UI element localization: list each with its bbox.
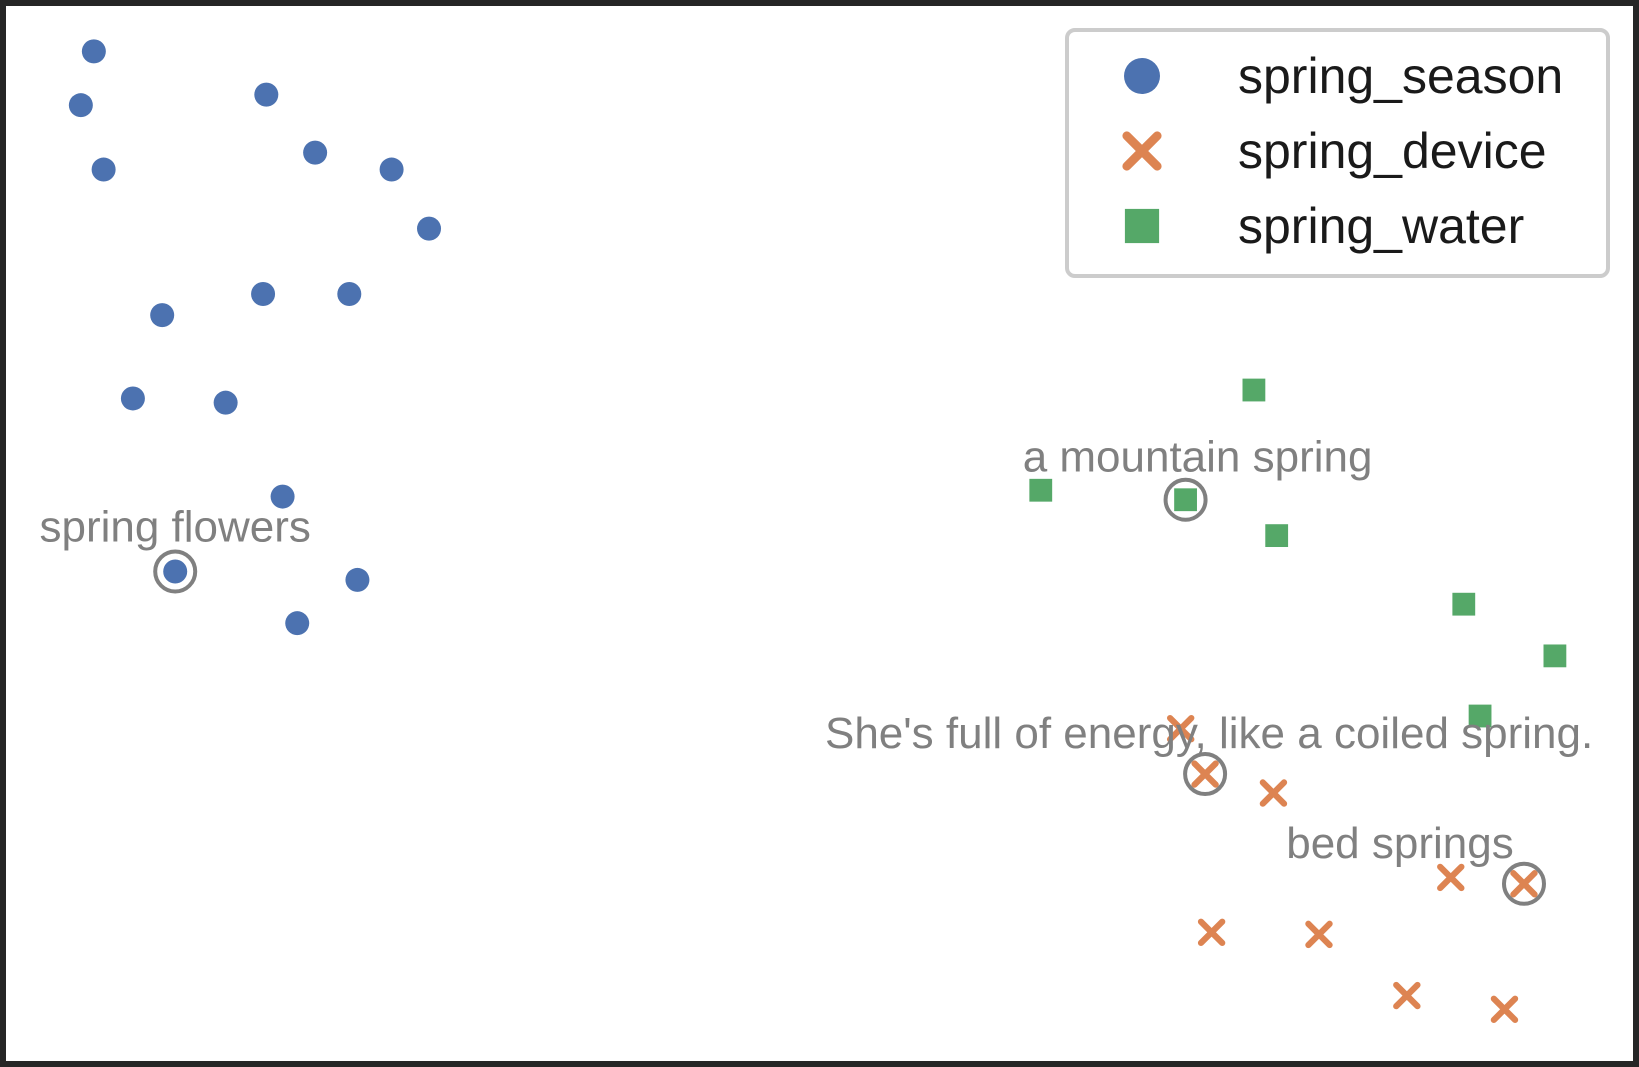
data-point [1305, 920, 1333, 949]
data-point [91, 157, 116, 182]
data-point [1191, 760, 1219, 788]
legend-marker [1124, 58, 1160, 94]
data-point [1490, 995, 1519, 1024]
series-spring_season [68, 39, 442, 636]
data-point [150, 303, 175, 328]
data-point [1174, 488, 1197, 512]
data-point [285, 611, 310, 636]
data-point [1437, 863, 1465, 892]
data-point [1166, 714, 1195, 743]
highlight-ring [153, 549, 198, 594]
data-point [1265, 524, 1289, 548]
data-point [120, 386, 145, 411]
highlight-ring [1183, 752, 1228, 797]
legend-label: spring_season [1238, 48, 1563, 104]
series-spring_device [1166, 714, 1538, 1024]
data-point [81, 39, 106, 64]
data-point [303, 140, 328, 165]
legend-item-spring_water: spring_water [1124, 198, 1524, 254]
data-point [417, 216, 442, 241]
annotation-label: spring flowers [39, 502, 310, 551]
highlight-ring [1163, 477, 1208, 522]
data-point [213, 390, 238, 415]
data-point [254, 82, 279, 107]
legend-box [1065, 28, 1610, 278]
data-point [251, 282, 276, 307]
legend-items: spring_season spring_device spring_water [1122, 48, 1563, 254]
legend-item-spring_season: spring_season [1124, 48, 1563, 104]
legend: spring_season spring_device spring_water [1065, 28, 1610, 278]
annotation-label: bed springs [1286, 819, 1513, 868]
data-point [1197, 918, 1226, 947]
data-point [163, 559, 188, 584]
legend-label: spring_water [1238, 198, 1524, 254]
legend-label: spring_device [1238, 123, 1547, 179]
legend-marker [1122, 131, 1162, 171]
data-point [1543, 644, 1567, 668]
data-point [1468, 704, 1492, 728]
data-point [337, 282, 362, 307]
data-point [270, 484, 295, 509]
legend-item-spring_device: spring_device [1122, 123, 1547, 179]
data-point [1452, 592, 1476, 616]
data-point [345, 567, 370, 592]
data-point [379, 157, 404, 182]
legend-marker [1124, 208, 1160, 244]
points-layer [68, 39, 1567, 1024]
data-point [1510, 870, 1538, 898]
data-point [1393, 981, 1421, 1010]
annotations-layer: spring flowers a mountain spring She's ful… [39, 433, 1593, 906]
data-point [68, 93, 93, 118]
data-point [1242, 378, 1266, 402]
annotation-label: a mountain spring [1023, 433, 1373, 482]
data-point [1259, 779, 1288, 807]
series-spring_water [1029, 378, 1567, 728]
annotation-label: She's full of energy, like a coiled spri… [825, 709, 1593, 758]
highlight-ring [1501, 861, 1546, 906]
data-point [1029, 478, 1053, 502]
